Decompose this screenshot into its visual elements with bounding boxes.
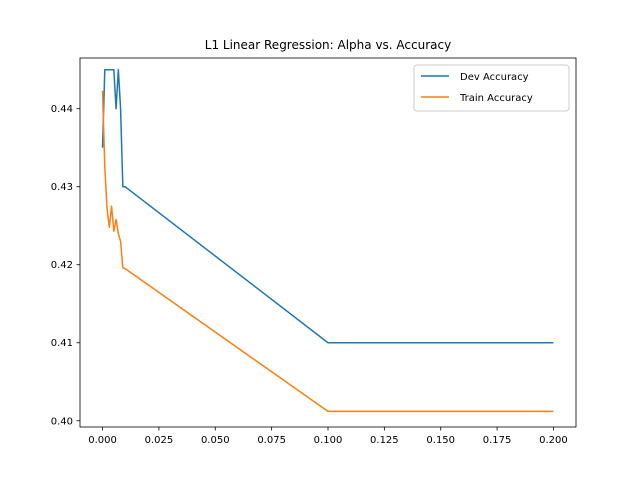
legend-box (413, 64, 570, 112)
x-tick-label: 0.125 (370, 435, 399, 446)
x-tick-label: 0.075 (257, 435, 286, 446)
y-tick-label: 0.42 (51, 260, 73, 271)
x-tick-label: 0.150 (426, 435, 455, 446)
x-tick-label: 0.100 (314, 435, 343, 446)
x-tick-label: 0.000 (88, 435, 117, 446)
y-tick-label: 0.43 (51, 182, 73, 193)
y-tick-label: 0.40 (51, 416, 73, 427)
legend-label-1: Train Accuracy (459, 93, 533, 104)
chart-title: L1 Linear Regression: Alpha vs. Accuracy (205, 38, 451, 52)
x-tick-label: 0.050 (201, 435, 230, 446)
x-tick-label: 0.175 (483, 435, 512, 446)
series-line-1 (101, 90, 554, 413)
y-tick-label: 0.44 (51, 104, 73, 115)
x-tick-label: 0.200 (539, 435, 568, 446)
plot-area: 0.000 0.025 0.050 0.075 0.100 0.125 0.150 0.175… (51, 57, 577, 446)
legend-label-0: Dev Accuracy (460, 72, 529, 83)
x-tick-label: 0.025 (145, 435, 174, 446)
y-tick-label: 0.41 (51, 338, 73, 349)
series-line-0 (101, 68, 554, 344)
